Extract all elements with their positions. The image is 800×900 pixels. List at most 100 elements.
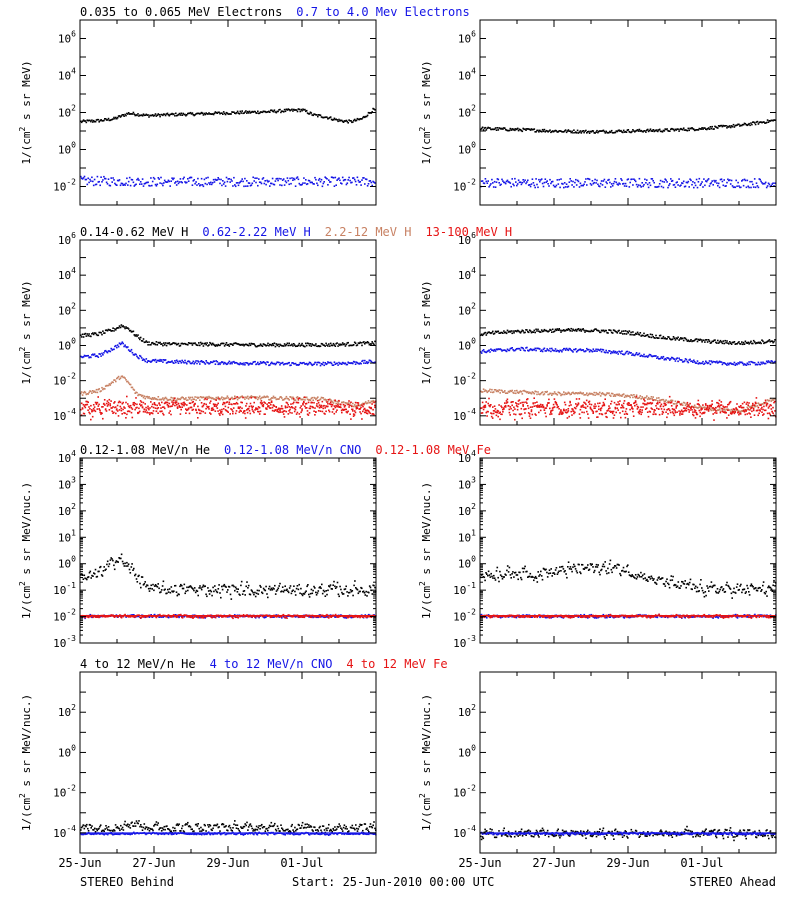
data-point — [240, 410, 242, 412]
data-point — [324, 345, 326, 347]
data-point — [749, 406, 751, 409]
data-point — [584, 393, 586, 396]
data-point — [200, 588, 203, 591]
data-point — [656, 357, 658, 359]
data-point — [214, 589, 217, 591]
data-point — [82, 392, 85, 394]
data-point — [228, 360, 231, 363]
data-point — [514, 349, 516, 352]
data-point — [332, 364, 335, 366]
y-tick-exponent: 2 — [471, 301, 476, 310]
data-point — [131, 416, 134, 419]
data-point — [714, 181, 716, 183]
data-point — [248, 342, 251, 345]
data-point — [559, 392, 561, 395]
data-point — [226, 591, 228, 593]
data-point — [169, 410, 171, 412]
data-point — [321, 116, 324, 119]
data-point — [641, 396, 643, 398]
data-point — [480, 352, 483, 354]
data-point — [706, 128, 709, 130]
data-point — [601, 392, 604, 394]
data-point — [175, 181, 177, 183]
data-point — [128, 406, 131, 409]
data-point — [142, 584, 145, 586]
data-point — [320, 363, 323, 365]
data-point — [535, 131, 537, 133]
data-point — [658, 399, 661, 402]
data-point — [621, 131, 623, 133]
data-point — [105, 181, 108, 184]
data-point — [697, 363, 700, 365]
data-point — [92, 119, 95, 122]
data-point — [160, 176, 162, 179]
data-point — [561, 182, 563, 185]
data-point — [156, 344, 159, 346]
data-point — [214, 111, 217, 113]
data-point — [647, 396, 650, 399]
data-point — [259, 584, 261, 587]
data-point — [200, 410, 203, 412]
data-point — [258, 589, 260, 592]
data-point — [334, 176, 337, 179]
legend-entry: 0.7 to 4.0 Mev Electrons — [296, 5, 469, 19]
data-point — [132, 353, 135, 356]
data-point — [130, 178, 133, 181]
data-point — [164, 396, 167, 399]
data-point — [731, 185, 734, 187]
data-point — [196, 396, 198, 399]
data-point — [676, 402, 678, 404]
data-point — [552, 130, 555, 133]
data-point — [116, 327, 118, 329]
data-point — [145, 358, 148, 360]
data-point — [187, 408, 190, 410]
data-point — [179, 585, 181, 588]
data-point — [364, 341, 367, 344]
data-point — [145, 113, 148, 116]
data-point — [175, 184, 178, 186]
data-point — [506, 329, 509, 332]
data-point — [557, 329, 560, 331]
data-point — [536, 393, 538, 396]
data-point — [548, 349, 550, 352]
data-point — [760, 404, 762, 406]
data-point — [528, 415, 531, 417]
data-point — [664, 337, 666, 339]
data-point — [148, 184, 150, 187]
data-point — [219, 409, 221, 411]
data-point — [118, 378, 121, 381]
data-point — [493, 128, 496, 130]
data-point — [575, 392, 577, 394]
data-point — [666, 416, 668, 419]
data-point — [257, 406, 260, 408]
data-point — [742, 364, 745, 366]
data-point — [538, 393, 540, 395]
data-point — [236, 182, 239, 184]
data-point — [541, 404, 544, 406]
y-tick-base: 10 — [58, 269, 71, 282]
data-point — [508, 408, 511, 411]
data-point — [567, 408, 570, 410]
data-point — [483, 182, 486, 185]
data-point — [350, 418, 352, 420]
data-point — [127, 328, 130, 330]
y-tick-exponent: 0 — [471, 336, 476, 345]
data-point — [365, 341, 368, 344]
data-point — [80, 120, 82, 123]
data-point — [268, 585, 271, 588]
y-label-rest: s sr MeV) — [420, 280, 433, 346]
data-point — [526, 402, 528, 404]
data-point — [729, 125, 731, 127]
data-point — [305, 179, 307, 181]
data-point — [185, 343, 187, 346]
data-point — [346, 403, 349, 405]
data-point — [585, 394, 587, 396]
data-point — [232, 407, 235, 409]
data-point — [171, 399, 173, 402]
data-point — [758, 363, 761, 366]
data-point — [160, 589, 163, 591]
data-point — [111, 118, 113, 121]
data-point — [246, 409, 248, 411]
data-point — [238, 363, 241, 366]
data-point — [111, 410, 113, 413]
